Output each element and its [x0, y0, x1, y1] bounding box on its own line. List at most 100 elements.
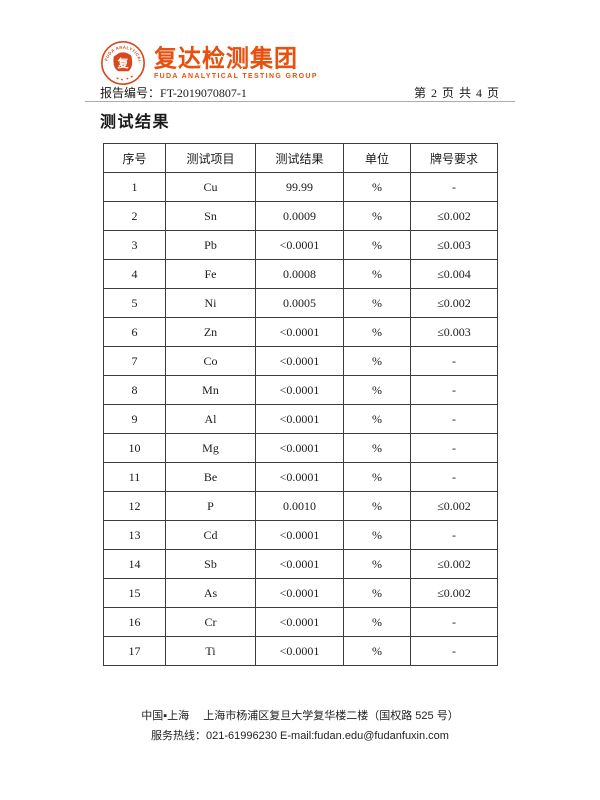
- cell-unit: %: [343, 578, 411, 608]
- cell-unit: %: [343, 375, 411, 405]
- table-row: 16 Cr <0.0001% -: [103, 607, 498, 637]
- table-row: 4 Fe 0.0008% ≤0.004: [103, 259, 498, 289]
- cell-no: 8: [103, 375, 166, 405]
- cell-item: Cr: [165, 607, 256, 637]
- cell-result: 0.0005: [255, 288, 344, 318]
- cell-result: <0.0001: [255, 549, 344, 579]
- cell-result: <0.0001: [255, 607, 344, 637]
- table-row: 5 Ni 0.0005% ≤0.002: [103, 288, 498, 318]
- cell-item: Al: [165, 404, 256, 434]
- cell-no: 15: [103, 578, 166, 608]
- cell-no: 1: [103, 172, 166, 202]
- cell-no: 6: [103, 317, 166, 347]
- cell-requirement: -: [410, 375, 498, 405]
- cell-requirement: -: [410, 433, 498, 463]
- cell-no: 9: [103, 404, 166, 434]
- footer-contact: 服务热线：021-61996230 E-mail:fudan.edu@fudan…: [151, 730, 449, 742]
- cell-item: Mn: [165, 375, 256, 405]
- table-row: 7 Co <0.0001% -: [103, 346, 498, 376]
- cell-result: 99.99: [255, 172, 344, 202]
- cell-requirement: ≤0.002: [410, 549, 498, 579]
- cell-requirement: ≤0.002: [410, 578, 498, 608]
- cell-result: <0.0001: [255, 404, 344, 434]
- cell-unit: %: [343, 520, 411, 550]
- table-row: 9 Al <0.0001% -: [103, 404, 498, 434]
- footer-address: 中国▪上海 上海市杨浦区复旦大学复华楼二楼（国权路 525 号）: [141, 710, 459, 722]
- cell-requirement: -: [410, 520, 498, 550]
- cell-requirement: ≤0.002: [410, 491, 498, 521]
- report-number-label: 报告编号：: [100, 86, 161, 100]
- cell-no: 3: [103, 230, 166, 260]
- cell-no: 12: [103, 491, 166, 521]
- cell-no: 14: [103, 549, 166, 579]
- header-divider: [85, 101, 515, 102]
- cell-no: 17: [103, 636, 166, 666]
- table-header-row: 序号 测试项目 测试结果 单位 牌号要求: [103, 143, 498, 173]
- cell-no: 13: [103, 520, 166, 550]
- cell-requirement: -: [410, 404, 498, 434]
- cell-result: <0.0001: [255, 520, 344, 550]
- table-row: 6 Zn <0.0001% ≤0.003: [103, 317, 498, 347]
- cell-no: 16: [103, 607, 166, 637]
- cell-requirement: ≤0.003: [410, 317, 498, 347]
- col-header-item: 测试项目: [165, 143, 256, 173]
- cell-item: Mg: [165, 433, 256, 463]
- table-row: 8 Mn <0.0001% -: [103, 375, 498, 405]
- cell-item: Ni: [165, 288, 256, 318]
- table-row: 13 Cd <0.0001% -: [103, 520, 498, 550]
- cell-unit: %: [343, 607, 411, 637]
- company-seal-icon: FUDA ANALYTICAL TESTING 复: [100, 40, 145, 85]
- table-row: 17 Ti <0.0001% -: [103, 636, 498, 666]
- cell-requirement: -: [410, 346, 498, 376]
- table-row: 11 Be <0.0001% -: [103, 462, 498, 492]
- cell-item: Fe: [165, 259, 256, 289]
- cell-requirement: ≤0.002: [410, 201, 498, 231]
- company-name-cn: 复达检测集团: [154, 44, 298, 73]
- cell-unit: %: [343, 288, 411, 318]
- cell-item: As: [165, 578, 256, 608]
- col-header-result: 测试结果: [255, 143, 344, 173]
- cell-result: 0.0010: [255, 491, 344, 521]
- cell-result: <0.0001: [255, 462, 344, 492]
- logo-text: 复达检测集团 FUDA ANALYTICAL TESTING GROUP: [154, 44, 318, 80]
- cell-no: 5: [103, 288, 166, 318]
- report-number-value: FT-2019070807-1: [160, 86, 247, 100]
- cell-unit: %: [343, 230, 411, 260]
- page-indicator: 第 2 页 共 4 页: [413, 86, 500, 100]
- table-row: 12 P 0.0010% ≤0.002: [103, 491, 498, 521]
- cell-item: Cu: [165, 172, 256, 202]
- table-row: 2 Sn 0.0009% ≤0.002: [103, 201, 498, 231]
- page-footer: 中国▪上海 上海市杨浦区复旦大学复华楼二楼（国权路 525 号） 服务热线：02…: [0, 706, 600, 746]
- cell-requirement: ≤0.004: [410, 259, 498, 289]
- cell-result: 0.0008: [255, 259, 344, 289]
- cell-unit: %: [343, 346, 411, 376]
- cell-result: <0.0001: [255, 317, 344, 347]
- table-row: 1 Cu 99.99% -: [103, 172, 498, 202]
- cell-item: Be: [165, 462, 256, 492]
- cell-item: Sb: [165, 549, 256, 579]
- table-row: 3 Pb <0.0001% ≤0.003: [103, 230, 498, 260]
- cell-item: Cd: [165, 520, 256, 550]
- seal-center-glyph: 复: [116, 56, 129, 70]
- cell-requirement: ≤0.003: [410, 230, 498, 260]
- cell-result: <0.0001: [255, 346, 344, 376]
- cell-requirement: -: [410, 607, 498, 637]
- cell-no: 4: [103, 259, 166, 289]
- cell-result: <0.0001: [255, 433, 344, 463]
- company-logo: FUDA ANALYTICAL TESTING 复 复达检测集团 FUDA AN…: [100, 40, 318, 86]
- cell-item: Ti: [165, 636, 256, 666]
- cell-item: Pb: [165, 230, 256, 260]
- table-row: 10 Mg <0.0001% -: [103, 433, 498, 463]
- cell-no: 7: [103, 346, 166, 376]
- cell-item: P: [165, 491, 256, 521]
- seal-emblem: [113, 52, 133, 72]
- cell-unit: %: [343, 404, 411, 434]
- col-header-requirement: 牌号要求: [410, 143, 498, 173]
- cell-unit: %: [343, 462, 411, 492]
- cell-unit: %: [343, 172, 411, 202]
- report-number: 报告编号：FT-2019070807-1: [100, 84, 247, 101]
- cell-result: <0.0001: [255, 636, 344, 666]
- cell-result: <0.0001: [255, 230, 344, 260]
- col-header-unit: 单位: [343, 143, 411, 173]
